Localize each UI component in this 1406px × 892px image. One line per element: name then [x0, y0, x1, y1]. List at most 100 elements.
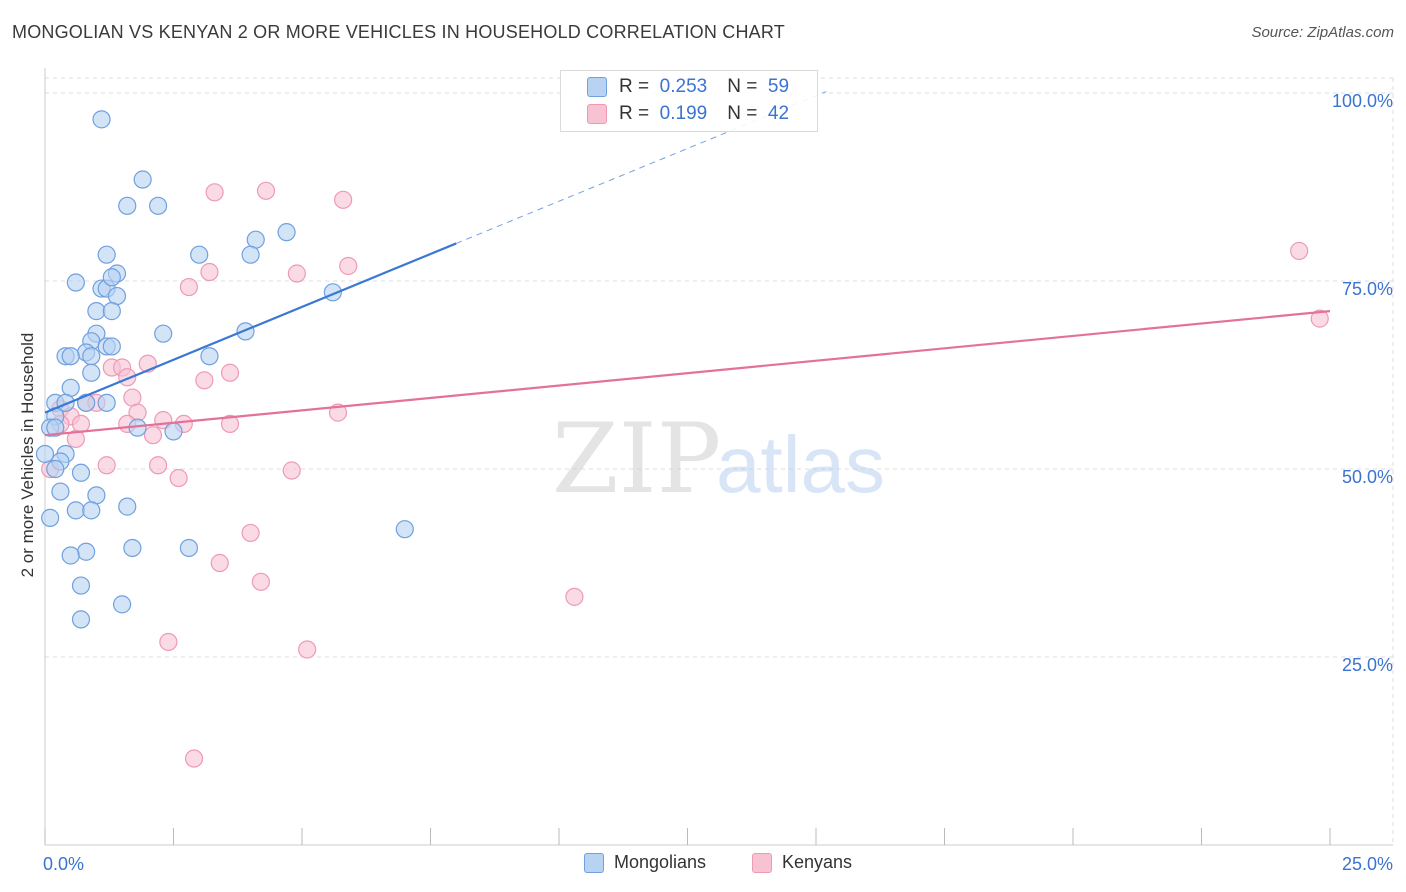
r-value: 0.199 — [659, 103, 708, 124]
mongolians-trend-line — [44, 242, 457, 414]
mongolian-point — [46, 459, 65, 479]
kenyan-point — [159, 632, 178, 652]
legend-item-kenyans[interactable]: Kenyans — [752, 852, 852, 873]
legend-label-kenyans: Kenyans — [782, 852, 853, 872]
mongolian-point — [77, 542, 96, 561]
mongolian-point — [87, 486, 106, 505]
kenyan-point — [200, 262, 219, 282]
kenyan-point — [220, 363, 240, 382]
kenyan-point — [97, 456, 116, 475]
mongolian-point — [61, 347, 80, 366]
mongolian-point — [71, 610, 91, 629]
mongolian-point — [61, 546, 80, 565]
n-value: 42 — [767, 103, 790, 124]
kenyan-point — [1290, 241, 1309, 261]
mongolian-point — [82, 347, 101, 366]
kenyans-trend-line — [44, 310, 1331, 437]
mongolian-point — [112, 595, 132, 614]
correlation-legend: R = 0.253 N = 59 R = 0.199 N = 42 — [560, 70, 818, 132]
mongolian-point — [246, 230, 265, 249]
kenyan-point — [123, 388, 142, 407]
mongolian-point — [66, 273, 85, 292]
n-value: 59 — [767, 76, 790, 97]
mongolian-point — [92, 110, 111, 129]
kenyan-point — [143, 426, 163, 445]
kenyan-point — [210, 553, 229, 573]
mongolian-point — [123, 538, 142, 558]
kenyan-point — [251, 572, 270, 591]
r-label: R = — [619, 103, 650, 124]
mongolian-point — [148, 196, 168, 215]
y-tick-label: 75.0% — [1342, 279, 1393, 299]
n-label: N = — [727, 76, 758, 97]
kenyans-swatch — [587, 104, 607, 124]
mongolian-point — [107, 286, 127, 306]
mongolian-point — [102, 268, 121, 287]
legend-item-mongolians[interactable]: Mongolians — [584, 852, 706, 873]
x-tick-label: 0.0% — [43, 854, 84, 874]
n-label: N = — [727, 103, 758, 124]
mongolian-point — [61, 378, 80, 397]
kenyan-point — [179, 277, 199, 297]
series-legend: Mongolians Kenyans — [0, 852, 1406, 878]
r-value: 0.253 — [659, 76, 708, 97]
legend-row-mongolians: R = 0.253 N = 59 — [587, 74, 789, 100]
mongolians-swatch — [587, 77, 607, 97]
kenyans-swatch — [752, 852, 772, 873]
kenyan-point — [169, 468, 188, 488]
watermark-zip: ZIP — [552, 403, 721, 515]
x-tick-label: 25.0% — [1342, 854, 1393, 874]
y-tick-label: 100.0% — [1332, 91, 1393, 111]
tick-labels: 25.0% 50.0% 75.0% 100.0% 0.0% 25.0% — [43, 91, 1393, 874]
mongolian-point — [82, 363, 101, 382]
mongolian-point — [277, 223, 296, 242]
kenyan-point — [282, 461, 301, 480]
mongolian-point — [241, 245, 260, 264]
mongolian-point — [190, 245, 209, 264]
mongolian-point — [102, 302, 121, 321]
mongolian-point — [179, 538, 199, 558]
mongolian-point — [118, 497, 137, 516]
mongolian-point — [41, 508, 60, 527]
legend-label-mongolians: Mongolians — [614, 852, 707, 872]
mongolian-point — [154, 324, 173, 343]
kenyan-point — [220, 414, 240, 434]
watermark-atlas: atlas — [716, 420, 885, 509]
mongolian-point — [66, 501, 85, 520]
mongolian-point — [200, 347, 219, 366]
kenyan-point — [287, 264, 306, 283]
kenyan-point — [339, 256, 358, 276]
mongolian-point — [97, 393, 116, 412]
kenyan-point — [66, 429, 85, 449]
y-tick-label: 50.0% — [1342, 467, 1393, 487]
mongolian-point — [102, 337, 121, 356]
mongolian-point — [97, 245, 116, 264]
mongolian-point — [118, 196, 137, 215]
mongolian-point — [82, 501, 101, 520]
kenyan-point — [184, 749, 204, 768]
kenyan-point — [256, 181, 276, 200]
mongolian-point — [71, 463, 91, 482]
kenyan-point — [148, 456, 168, 475]
mongolian-point — [133, 170, 152, 189]
kenyan-point — [71, 414, 91, 434]
mongolian-point — [46, 418, 65, 437]
kenyan-point — [1310, 309, 1329, 328]
mongolian-point — [51, 482, 70, 501]
kenyan-point — [565, 587, 584, 606]
source-label: Source: ZipAtlas.com — [1251, 24, 1394, 41]
mongolians-points — [35, 110, 414, 629]
kenyans-points — [41, 181, 1329, 768]
mongolian-point — [77, 393, 96, 412]
trend-lines — [44, 91, 1331, 437]
mongolian-point — [71, 576, 91, 595]
chart-title: MONGOLIAN VS KENYAN 2 OR MORE VEHICLES I… — [12, 22, 785, 42]
y-axis-label: 2 or more Vehicles in Household — [18, 332, 37, 578]
mongolian-point — [236, 322, 255, 341]
mongolian-point — [87, 302, 106, 321]
y-tick-label: 25.0% — [1342, 655, 1393, 675]
mongolians-swatch — [584, 852, 604, 873]
mongolian-point — [35, 444, 55, 464]
kenyan-point — [205, 183, 224, 202]
